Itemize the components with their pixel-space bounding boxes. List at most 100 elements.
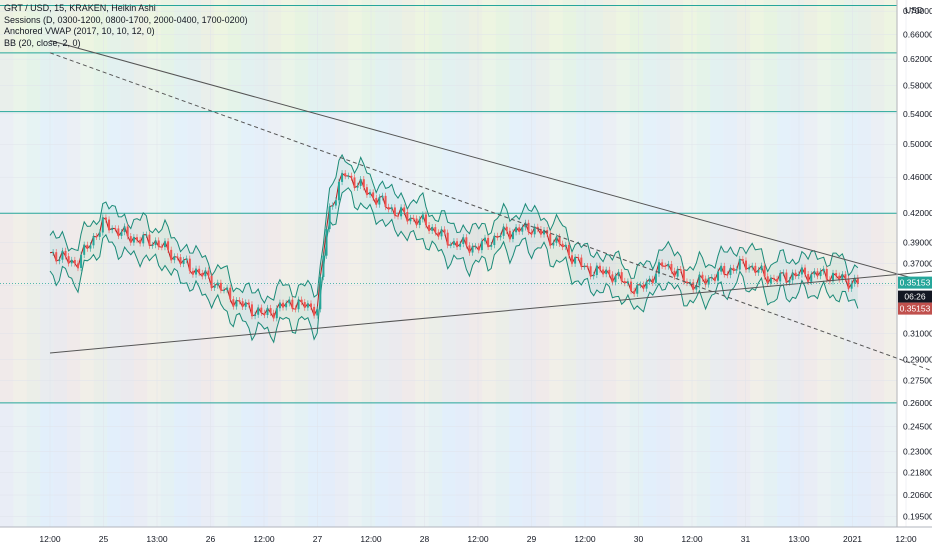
- candle-body: [254, 314, 257, 317]
- candle-body: [744, 260, 747, 270]
- x-tick-label: 25: [99, 534, 109, 544]
- trendline[interactable]: [49, 52, 932, 381]
- candle-body: [359, 179, 362, 186]
- y-tick-label: 0.70000: [903, 6, 932, 16]
- price-zone: [0, 52, 897, 112]
- y-tick-label: 0.54000: [903, 109, 932, 119]
- candle-body: [446, 232, 449, 246]
- y-tick-label: 0.21800: [903, 468, 932, 478]
- candle-body: [157, 240, 160, 247]
- bollinger-upper-band[interactable]: [49, 153, 859, 304]
- trendline[interactable]: [49, 39, 932, 291]
- x-tick-label: 29: [527, 534, 537, 544]
- candle-body: [645, 281, 648, 289]
- candle-body: [440, 229, 443, 237]
- candle-body: [595, 265, 598, 275]
- candle-body: [260, 307, 263, 313]
- candle-body: [378, 197, 381, 205]
- candle-body: [720, 265, 723, 272]
- candle-body: [334, 200, 337, 206]
- candle-body: [353, 177, 356, 188]
- price-zone: [0, 402, 897, 527]
- trendline[interactable]: [49, 269, 932, 354]
- candle-body: [300, 299, 303, 303]
- candle-body: [804, 267, 807, 275]
- candle-body: [325, 229, 328, 256]
- x-tick-label: 30: [634, 534, 644, 544]
- bollinger-indicator-label[interactable]: BB (20, close, 2, 0): [4, 37, 81, 48]
- candle-body: [713, 277, 716, 281]
- candle-body: [167, 241, 170, 250]
- candle-body: [611, 274, 614, 283]
- candle-body: [508, 230, 511, 240]
- candle-body: [592, 274, 595, 277]
- candle-body: [524, 222, 527, 228]
- candle-body: [111, 228, 114, 231]
- candle-body: [356, 185, 359, 188]
- sessions-indicator-label[interactable]: Sessions (D, 0300-1200, 0800-1700, 2000-…: [4, 14, 248, 25]
- candle-body: [608, 269, 611, 275]
- candle-body: [179, 257, 182, 264]
- candle-body: [515, 227, 518, 233]
- candle-body: [372, 192, 375, 198]
- candle-body: [657, 262, 660, 274]
- candle-body: [216, 282, 219, 286]
- countdown-tag[interactable]: 06:26: [904, 292, 926, 302]
- symbol-title[interactable]: GRT / USD, 15, KRAKEN, Heikin Ashi: [4, 3, 156, 13]
- candle-body: [282, 302, 285, 308]
- candle-body: [163, 241, 166, 248]
- candle-body: [754, 265, 757, 273]
- last-price-tag[interactable]: 0.35153: [900, 278, 931, 288]
- candle-body: [449, 244, 452, 246]
- candle-body: [250, 304, 253, 317]
- candle-body: [586, 266, 589, 268]
- candle-body: [275, 308, 278, 319]
- candle-body: [741, 259, 744, 261]
- candle-body: [235, 300, 238, 307]
- candle-body: [822, 268, 825, 272]
- candle-body: [154, 240, 157, 246]
- candle-body: [769, 277, 772, 284]
- candle-body: [61, 250, 64, 260]
- y-tick-label: 0.62000: [903, 54, 932, 64]
- candle-body: [670, 264, 673, 271]
- candle-body: [502, 226, 505, 236]
- candle-body: [623, 281, 626, 284]
- candle-body: [213, 285, 216, 288]
- candle-body: [465, 237, 468, 246]
- candle-body: [347, 175, 350, 177]
- candle-body: [480, 241, 483, 251]
- prev-price-tag[interactable]: 0.35153: [900, 304, 931, 314]
- x-tick-label: 13:00: [788, 534, 810, 544]
- candle-body: [219, 282, 222, 291]
- candle-body: [738, 259, 741, 270]
- candle-body: [95, 236, 98, 238]
- candle-body: [443, 229, 446, 233]
- candle-body: [729, 267, 732, 276]
- candle-body: [701, 274, 704, 279]
- candle-body: [390, 207, 393, 210]
- candle-body: [661, 262, 664, 266]
- candle-body: [92, 236, 95, 246]
- candle-body: [64, 250, 67, 257]
- candle-body: [685, 281, 688, 283]
- candle-body: [496, 235, 499, 238]
- vwap-indicator-label[interactable]: Anchored VWAP (2017, 10, 10, 12, 0): [4, 26, 155, 36]
- candle-body: [272, 312, 275, 319]
- candle-body: [543, 230, 546, 235]
- candle-body: [810, 274, 813, 282]
- candle-body: [487, 237, 490, 247]
- candle-body: [735, 269, 738, 271]
- x-tick-label: 12:00: [895, 534, 917, 544]
- currency-label[interactable]: USD: [905, 5, 923, 15]
- candle-body: [309, 303, 312, 307]
- candle-body: [844, 274, 847, 279]
- candle-body: [564, 244, 567, 247]
- candle-body: [530, 231, 533, 235]
- candle-body: [499, 235, 502, 238]
- y-tick-label: 0.20600: [903, 490, 932, 500]
- candle-body: [70, 259, 73, 264]
- candle-body: [751, 265, 754, 268]
- y-tick-label: 0.66000: [903, 29, 932, 39]
